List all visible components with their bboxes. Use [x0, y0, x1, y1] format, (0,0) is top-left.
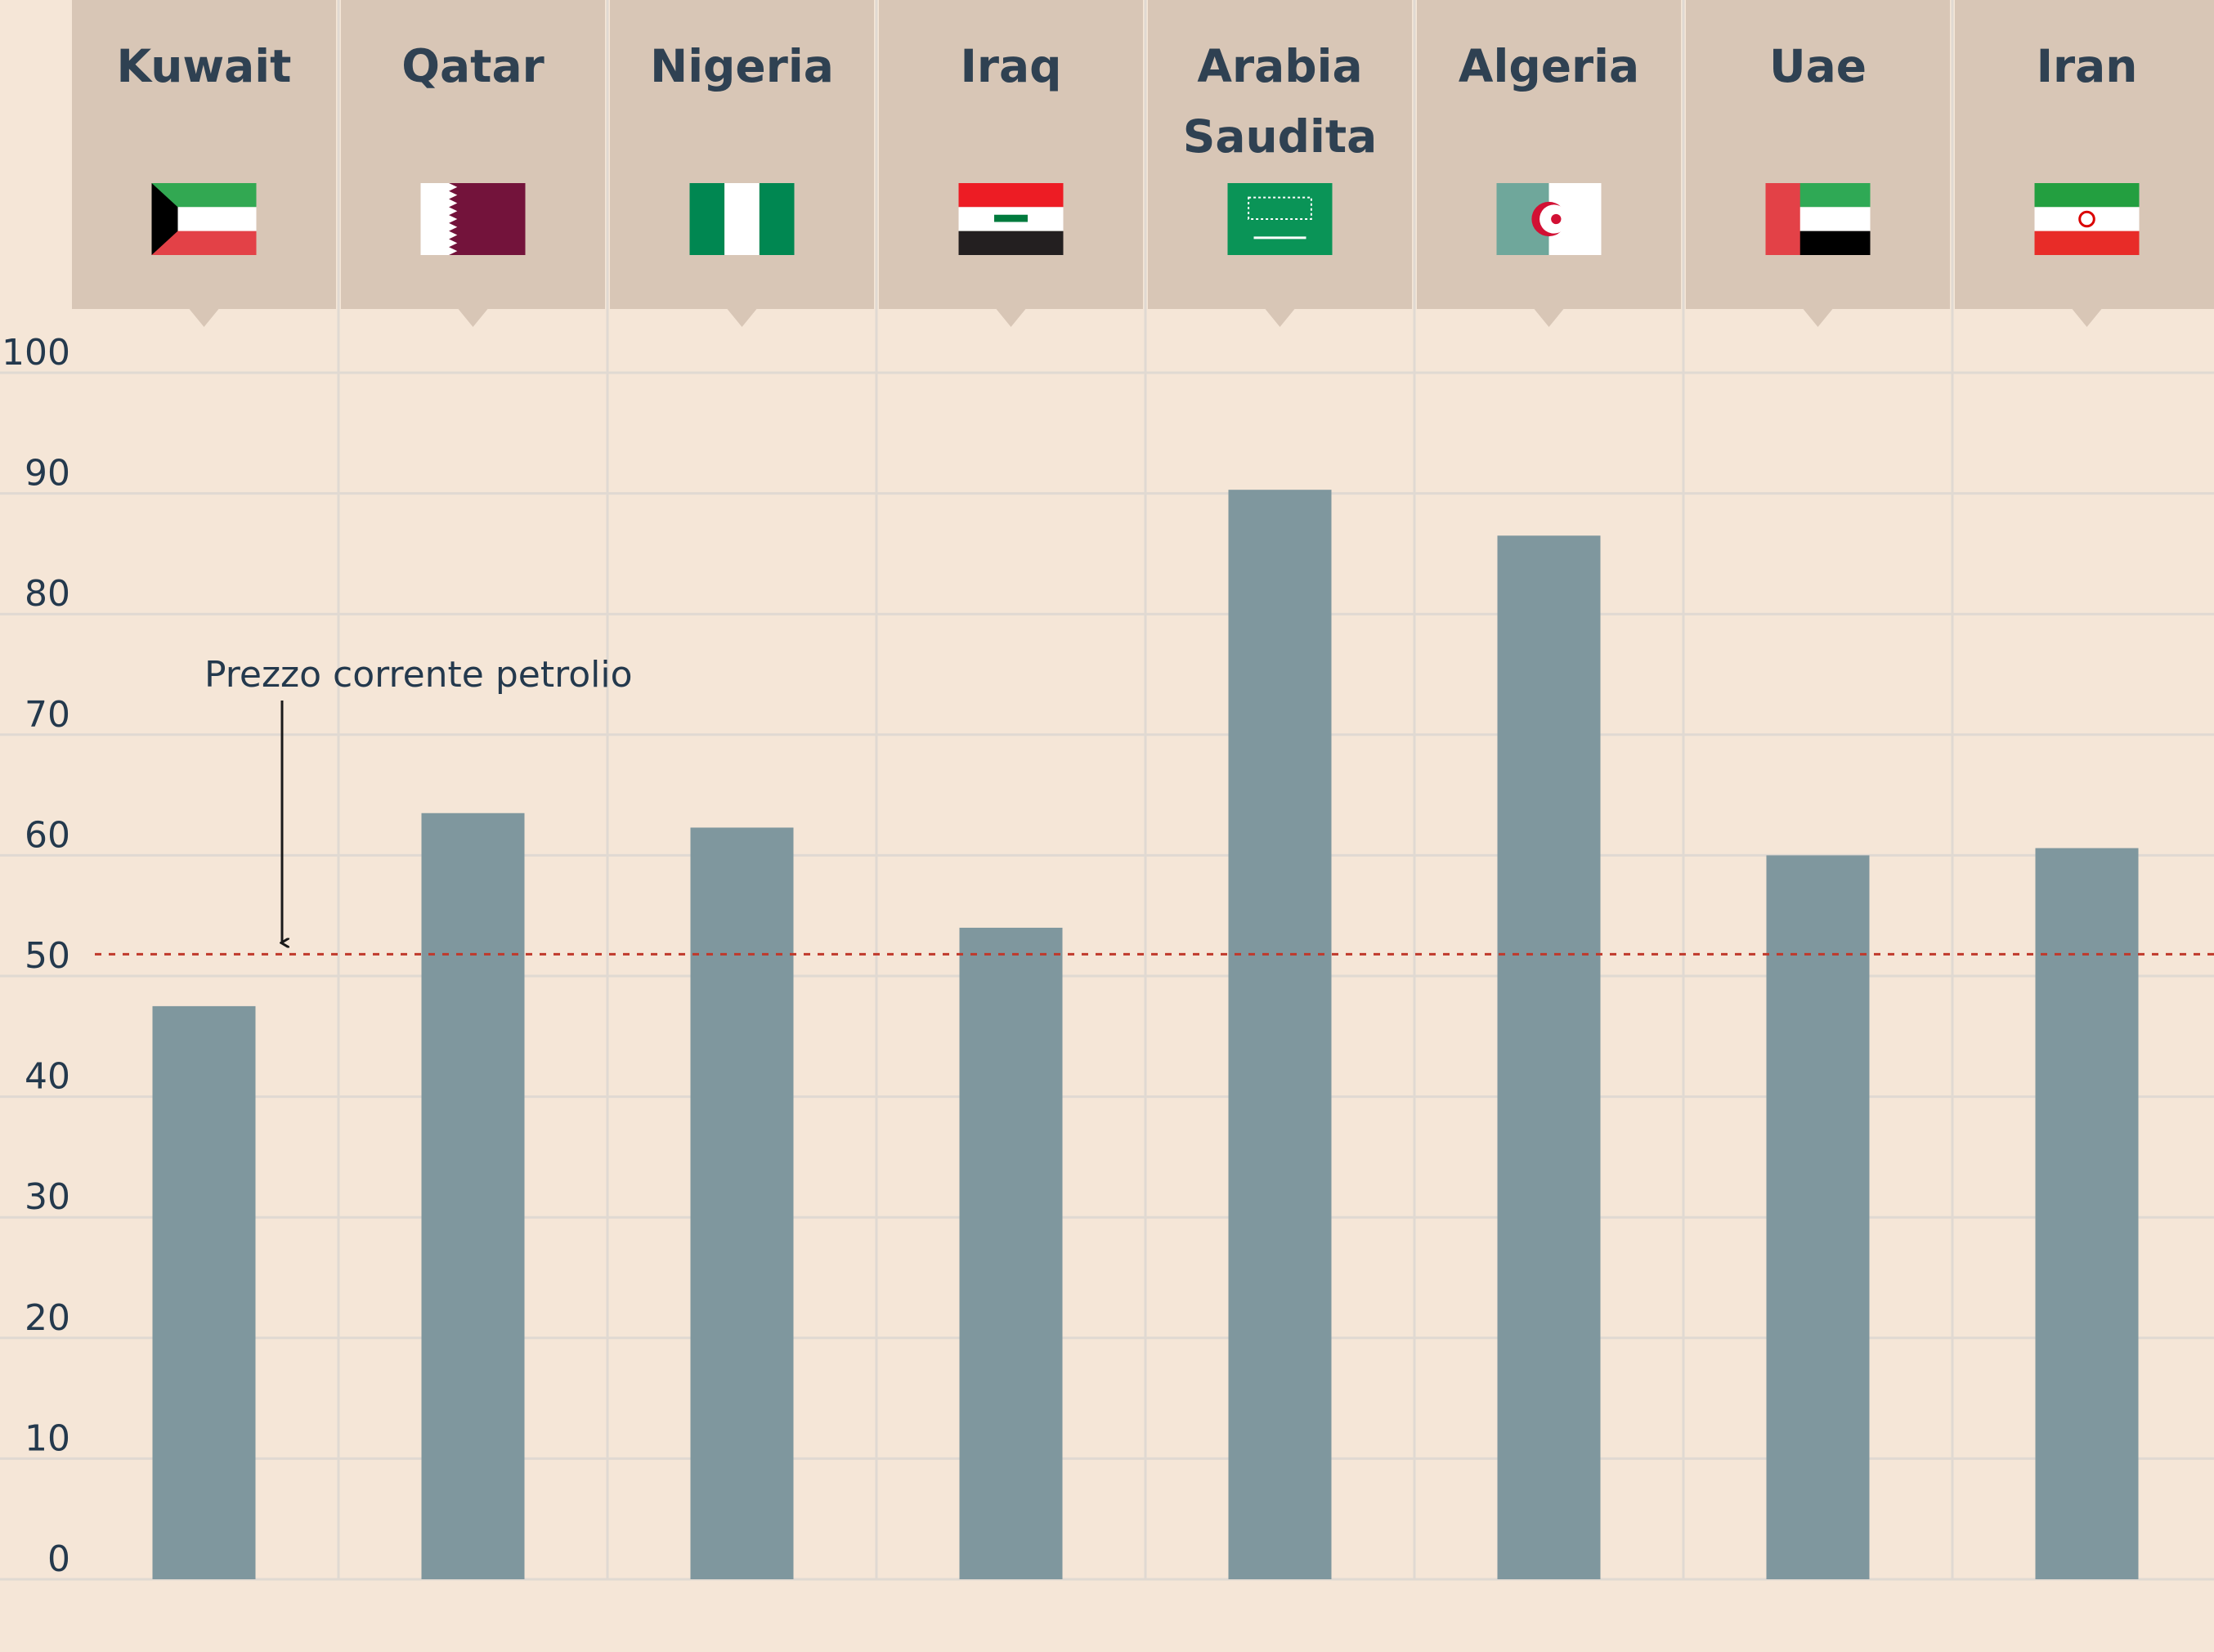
flag-part [2034, 183, 2140, 208]
flag-part [958, 183, 1064, 208]
category-label: Uae [1769, 40, 1867, 92]
flag-part [1227, 183, 1333, 255]
flag-part [420, 183, 458, 255]
category-header [879, 0, 1143, 327]
bar [152, 1005, 256, 1579]
saudi-arabia-flag-icon [1227, 183, 1333, 255]
flag-part [994, 214, 1028, 222]
category-headers: Kuwait Qatar Nigeria Iraq Arabia Saudita Alger… [72, 0, 2214, 327]
bar [2035, 848, 2139, 1579]
category-header [341, 0, 605, 327]
bar [1497, 535, 1601, 1579]
flag-part [724, 183, 760, 255]
flag-part [2034, 231, 2140, 255]
bars [152, 490, 2139, 1579]
y-axis: 0 10 20 30 40 50 60 70 80 90 100 [2, 332, 70, 1580]
y-tick-label: 100 [2, 332, 70, 374]
nigeria-flag-icon [689, 183, 795, 255]
y-tick-label: 80 [25, 573, 70, 615]
y-tick-label: 20 [25, 1297, 70, 1339]
algeria-flag-icon [1496, 183, 1602, 255]
category-label: Saudita [1183, 110, 1378, 163]
bar [959, 927, 1063, 1579]
reference-line-label: Prezzo corrente petrolio [204, 654, 633, 696]
y-tick-label: 0 [47, 1538, 70, 1580]
category-label: Qatar [401, 40, 544, 92]
category-header [72, 0, 336, 327]
qatar-flag-icon [420, 183, 526, 255]
flag-part [151, 183, 178, 255]
iran-flag-icon [2034, 183, 2140, 255]
category-header [1955, 0, 2214, 327]
category-header [1148, 0, 1412, 327]
bar [1228, 490, 1332, 1579]
y-tick-label: 70 [25, 694, 70, 736]
y-tick-label: 30 [25, 1176, 70, 1218]
flag-part [1551, 213, 1562, 225]
y-tick-label: 90 [25, 453, 70, 495]
reference-line-group: Prezzo corrente petrolio [95, 654, 2214, 956]
category-header [1417, 0, 1681, 327]
y-tick-label: 40 [25, 1056, 70, 1098]
category-label: Iran [2037, 40, 2138, 92]
y-tick-label: 60 [25, 814, 70, 856]
category-label: Arabia [1197, 40, 1362, 92]
flag-part [759, 183, 795, 255]
flag-part [1765, 183, 1800, 255]
category-label: Algeria [1459, 40, 1639, 92]
y-tick-label: 10 [25, 1417, 70, 1459]
kuwait-flag-icon [151, 183, 257, 255]
category-label: Kuwait [117, 40, 292, 92]
category-header [610, 0, 874, 327]
flag-part [2078, 210, 2095, 228]
gridlines [0, 0, 2214, 1581]
bar [690, 827, 794, 1579]
flag-part [958, 231, 1064, 255]
category-label: Iraq [960, 40, 1061, 92]
flag-part [689, 183, 725, 255]
bar [421, 813, 525, 1579]
flag-part [1248, 196, 1312, 221]
y-tick-label: 50 [25, 935, 70, 977]
bar [1766, 855, 1870, 1579]
uae-flag-icon [1765, 183, 1871, 255]
category-header [1686, 0, 1950, 327]
iraq-flag-icon [958, 183, 1064, 255]
category-label: Nigeria [650, 40, 834, 92]
